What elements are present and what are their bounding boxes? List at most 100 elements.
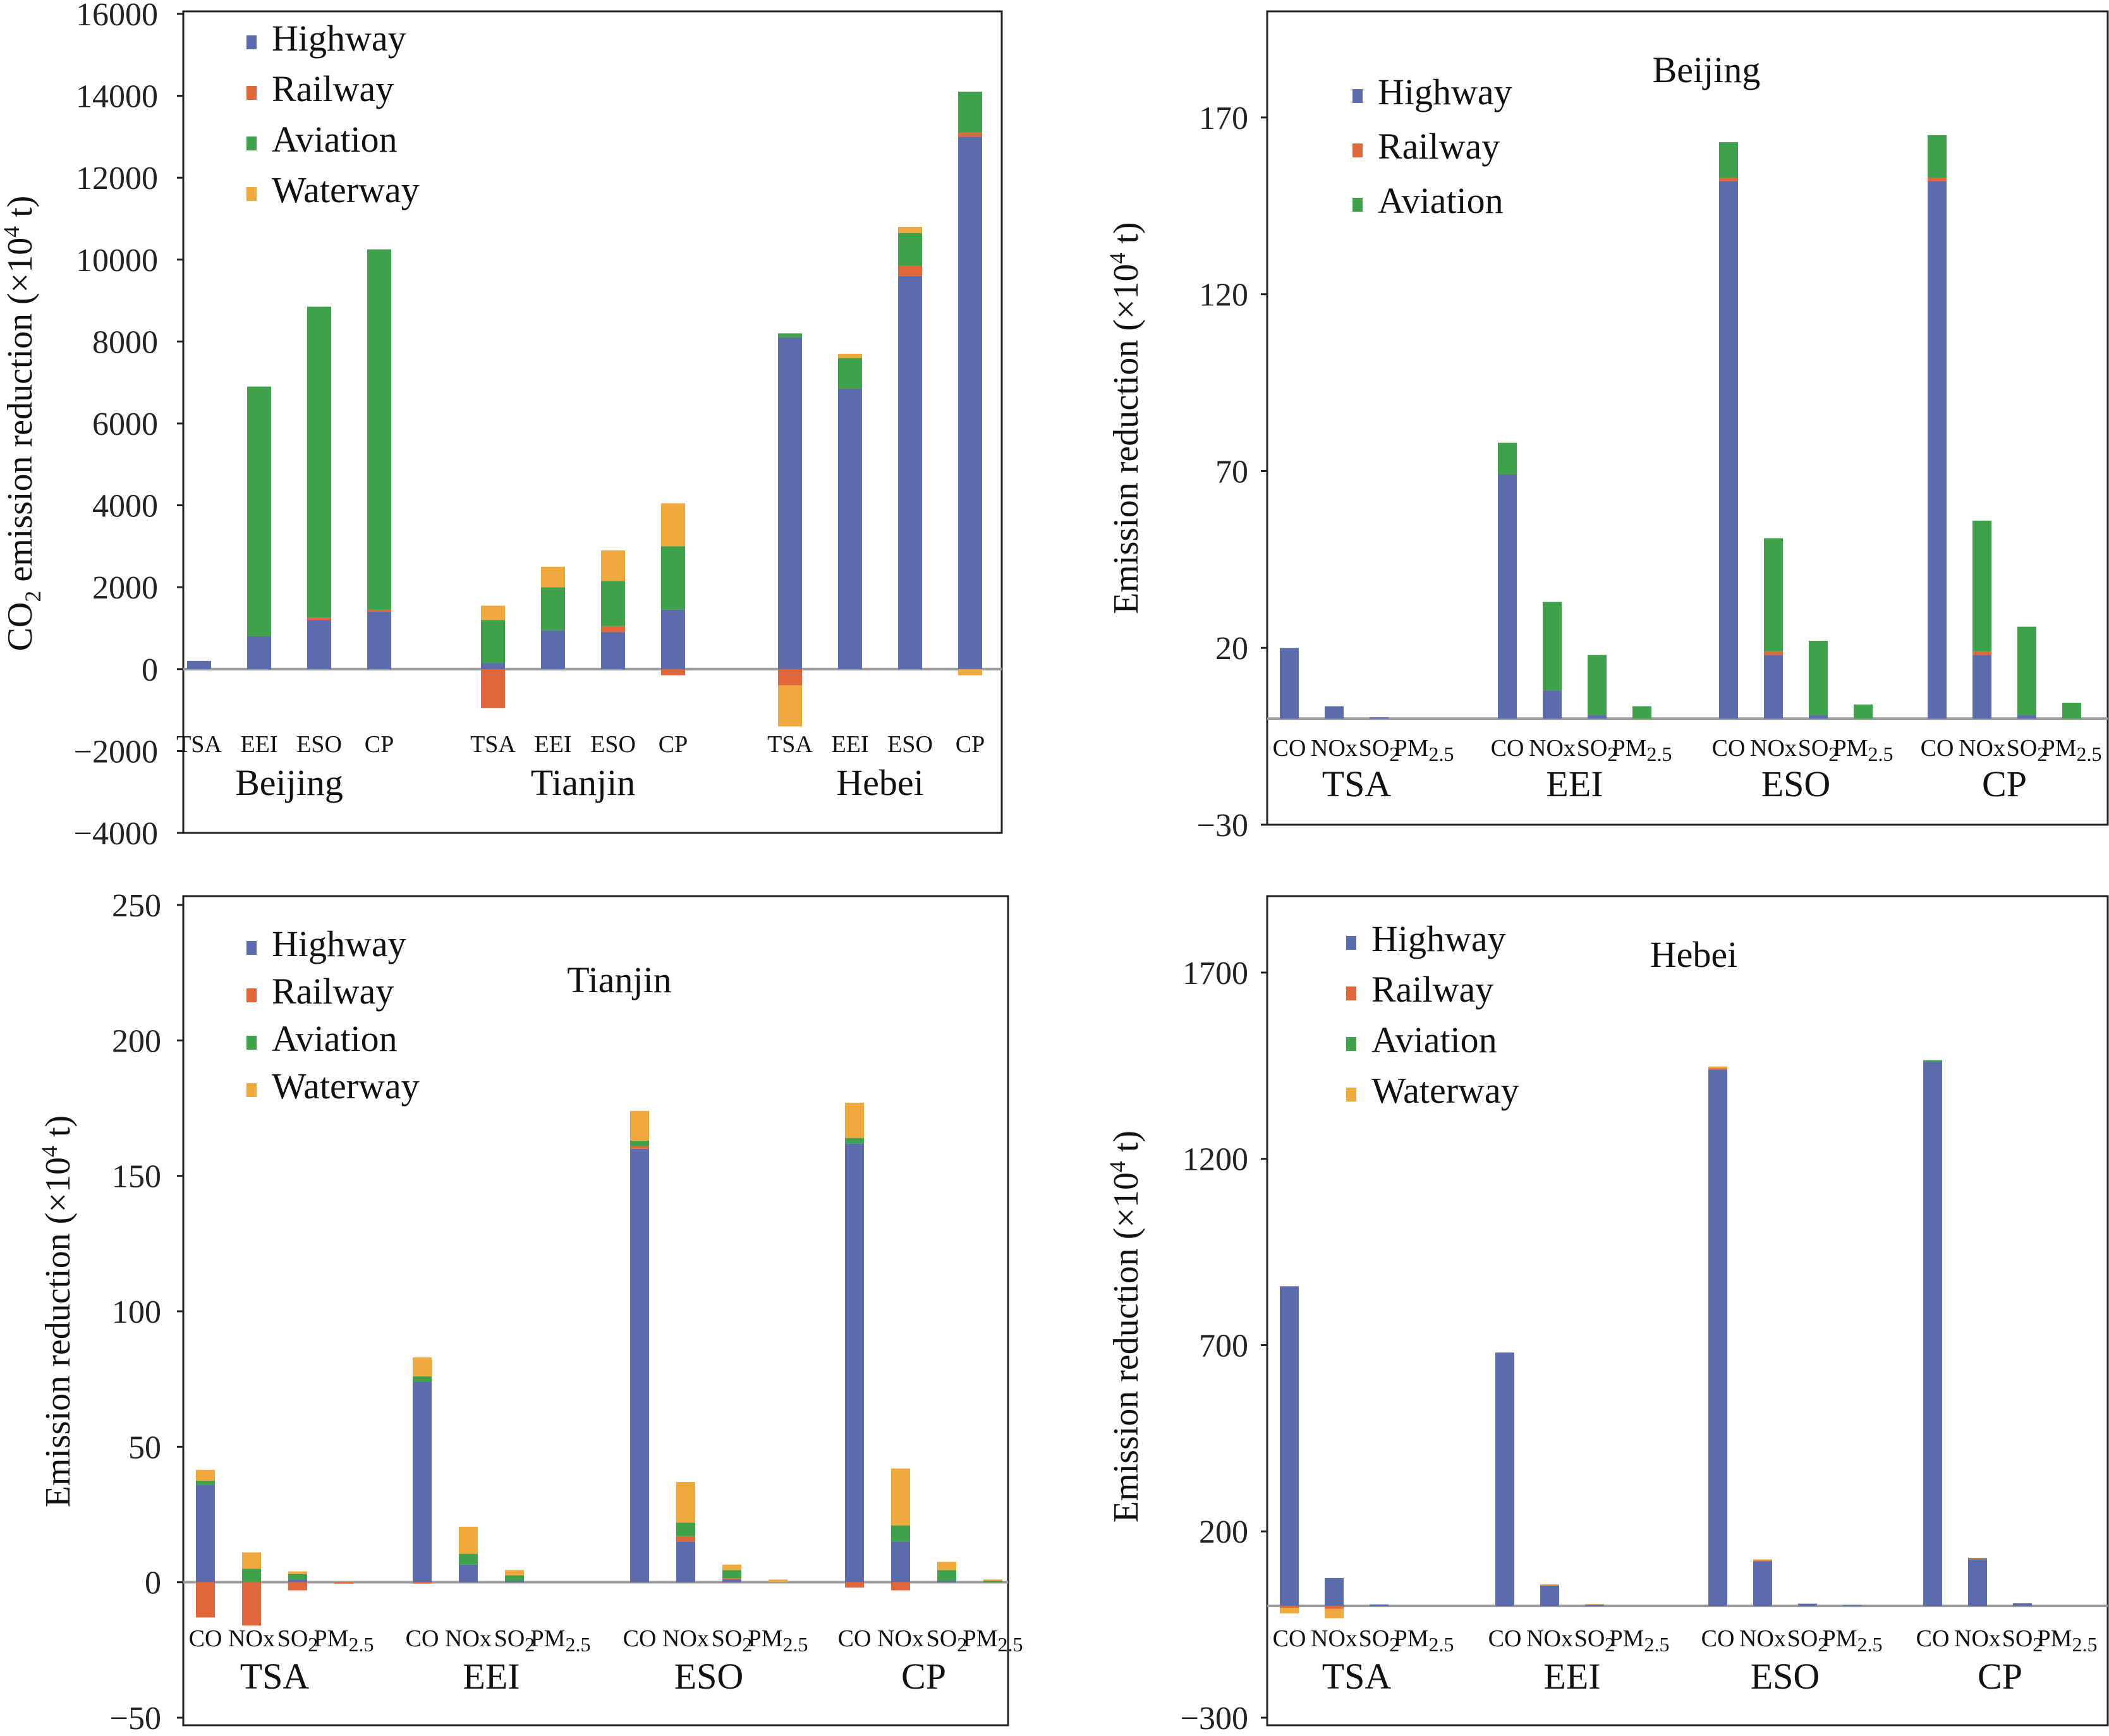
y-tick-label: −4000 bbox=[74, 816, 158, 852]
category-label: NOx bbox=[1954, 1625, 2001, 1652]
bar-aviation bbox=[601, 581, 625, 626]
category-label: SO2 bbox=[2002, 1625, 2043, 1656]
chart-title: Beijing bbox=[1653, 49, 1761, 90]
bar-railway bbox=[1280, 1606, 1299, 1608]
category-label: SO2 bbox=[1359, 735, 1400, 765]
y-tick-label: 200 bbox=[112, 1023, 161, 1059]
bar-highway bbox=[307, 620, 331, 669]
bar-highway bbox=[1498, 475, 1517, 719]
y-tick-label: 100 bbox=[112, 1294, 161, 1330]
legend-label: Waterway bbox=[272, 1065, 420, 1107]
category-label: NOx bbox=[228, 1625, 275, 1652]
bar-waterway bbox=[1708, 1066, 1727, 1069]
bar-waterway bbox=[481, 605, 505, 621]
group-label: ESO bbox=[674, 1656, 744, 1697]
bar-railway bbox=[601, 626, 625, 633]
category-label: PM2.5 bbox=[314, 1625, 374, 1656]
bar-highway bbox=[1325, 1577, 1344, 1606]
bar-highway bbox=[958, 137, 982, 669]
bar-aviation bbox=[2017, 626, 2036, 715]
legend-swatch bbox=[246, 1036, 257, 1050]
bar-aviation bbox=[541, 587, 565, 631]
category-label: EEI bbox=[534, 731, 571, 758]
y-axis-label: Emission reduction (×104 t) bbox=[1105, 222, 1146, 614]
bar-highway bbox=[1764, 655, 1783, 719]
y-tick-label: 1700 bbox=[1182, 956, 1248, 992]
y-tick-label: −300 bbox=[1181, 1701, 1248, 1736]
bar-highway bbox=[505, 1581, 524, 1582]
legend-label: Railway bbox=[272, 971, 394, 1012]
group-label: Hebei bbox=[836, 762, 924, 803]
bar-highway bbox=[1280, 1286, 1299, 1606]
bar-waterway bbox=[413, 1357, 432, 1376]
bar-aviation bbox=[891, 1525, 910, 1542]
bar-waterway bbox=[891, 1468, 910, 1526]
bar-waterway bbox=[661, 503, 685, 547]
bar-railway bbox=[1325, 1606, 1344, 1609]
group-label: ESO bbox=[1751, 1656, 1820, 1697]
bar-highway bbox=[661, 609, 685, 669]
bar-highway bbox=[1753, 1561, 1772, 1606]
category-label: CO bbox=[838, 1625, 872, 1652]
group-label: Beijing bbox=[235, 762, 343, 803]
category-label: CP bbox=[659, 731, 688, 758]
plot-frame bbox=[182, 10, 1003, 834]
bar-aviation bbox=[1928, 135, 1947, 178]
bar-highway bbox=[601, 632, 625, 669]
bar-waterway bbox=[778, 685, 802, 727]
bar-highway bbox=[898, 276, 922, 669]
category-label: ESO bbox=[590, 731, 636, 758]
category-label: CO bbox=[189, 1625, 222, 1652]
bar-aviation bbox=[1854, 704, 1873, 719]
category-label: SO2 bbox=[1574, 1625, 1615, 1656]
group-label: CP bbox=[901, 1656, 946, 1697]
bar-railway bbox=[661, 669, 685, 676]
bar-aviation bbox=[778, 333, 802, 337]
bar-highway bbox=[2013, 1603, 2032, 1606]
y-tick-label: 4000 bbox=[92, 489, 158, 525]
category-label: PM2.5 bbox=[1823, 1625, 1883, 1656]
bar-railway bbox=[196, 1582, 215, 1618]
bar-highway bbox=[288, 1579, 307, 1582]
bar-waterway bbox=[630, 1110, 649, 1141]
bar-highway bbox=[1585, 1605, 1604, 1606]
legend-swatch bbox=[246, 137, 257, 150]
group-label: CP bbox=[1982, 763, 2027, 804]
legend-label: Aviation bbox=[1378, 180, 1504, 221]
chart-title: Hebei bbox=[1650, 934, 1738, 975]
category-label: CO bbox=[1712, 735, 1746, 762]
legend-swatch bbox=[1352, 143, 1363, 157]
category-label: CO bbox=[1921, 735, 1954, 762]
legend-label: Railway bbox=[272, 68, 394, 109]
chart-hebei: 1700 1200 700 200 −300 Emission reduction (×1… bbox=[1105, 895, 2109, 1736]
bar-highway bbox=[1540, 1585, 1559, 1606]
legend-label: Highway bbox=[272, 923, 406, 964]
category-label: ESO bbox=[296, 731, 342, 758]
bar-railway bbox=[898, 265, 922, 276]
bar-waterway bbox=[898, 226, 922, 233]
category-label: CP bbox=[365, 731, 394, 758]
bar-waterway bbox=[196, 1469, 215, 1481]
category-label: PM2.5 bbox=[1610, 1625, 1670, 1656]
legend-swatch bbox=[1346, 936, 1356, 950]
legend-label: Aviation bbox=[272, 1018, 398, 1059]
bar-waterway bbox=[505, 1570, 524, 1575]
bar-highway bbox=[196, 1484, 215, 1582]
category-label: SO2 bbox=[927, 1625, 968, 1656]
bar-highway bbox=[630, 1148, 649, 1582]
y-tick-label: 12000 bbox=[76, 161, 158, 197]
y-tick-label: 170 bbox=[1199, 100, 1248, 137]
bar-waterway bbox=[288, 1571, 307, 1574]
legend-swatch bbox=[246, 35, 257, 49]
legend-swatch bbox=[1346, 1037, 1356, 1051]
category-label: PM2.5 bbox=[1394, 1625, 1454, 1656]
bar-railway bbox=[1928, 177, 1947, 181]
legend-swatch bbox=[246, 187, 257, 201]
bar-waterway bbox=[601, 550, 625, 581]
bar-highway bbox=[891, 1541, 910, 1582]
category-label: PM2.5 bbox=[2038, 1625, 2098, 1656]
bar-highway bbox=[937, 1581, 956, 1582]
group-label: EEI bbox=[1543, 1656, 1600, 1697]
legend-label: Railway bbox=[1371, 969, 1493, 1010]
bar-railway bbox=[1764, 651, 1783, 655]
